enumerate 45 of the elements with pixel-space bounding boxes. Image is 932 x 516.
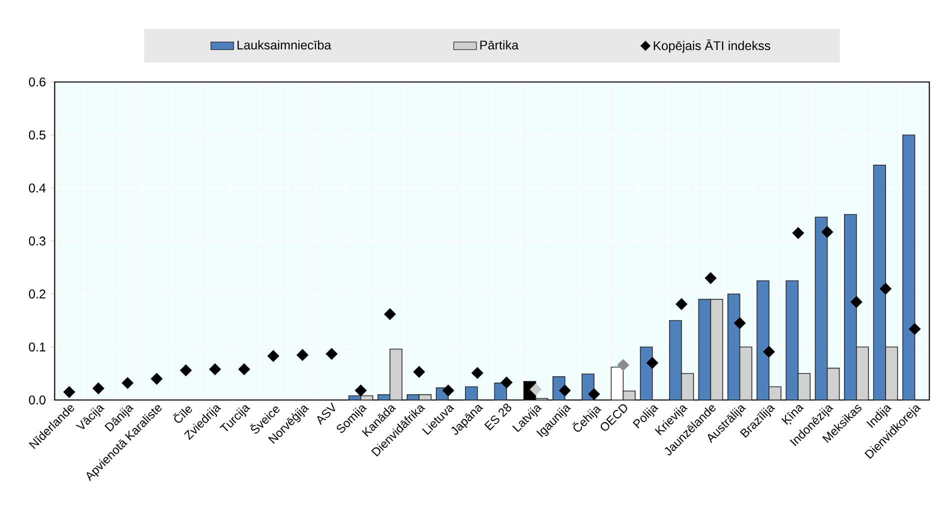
- point: [792, 227, 804, 239]
- point: [617, 359, 630, 371]
- y-tick-label: 0.6: [28, 78, 46, 86]
- point: [558, 384, 571, 396]
- legend-label: Lauksaimniecība: [238, 40, 332, 50]
- point: [354, 384, 367, 396]
- point: [150, 372, 163, 385]
- point: [326, 348, 338, 360]
- point: [763, 346, 775, 358]
- y-tick-label: 0.3: [28, 236, 46, 246]
- point: [180, 364, 192, 376]
- point: [500, 376, 512, 388]
- point: [676, 298, 688, 310]
- x-tick-label: ES 28: [484, 404, 512, 430]
- point: [530, 384, 542, 396]
- y-tick-label: 0.0: [28, 396, 46, 404]
- bar: [902, 134, 916, 400]
- point: [296, 349, 308, 361]
- legend-label: Pārtika: [480, 40, 519, 50]
- point: [442, 384, 454, 396]
- point: [267, 350, 280, 362]
- legend-label: Kopējais ĀTI indekss: [654, 40, 770, 53]
- point: [646, 357, 658, 369]
- point: [238, 363, 250, 376]
- point: [588, 388, 600, 400]
- point: [384, 308, 396, 320]
- point: [472, 367, 484, 379]
- bar: [640, 346, 653, 400]
- y-tick-label: 0.4: [28, 184, 46, 192]
- point: [92, 382, 104, 394]
- point: [209, 363, 221, 376]
- y-tick-label: 0.1: [28, 342, 46, 352]
- bar: [494, 382, 507, 400]
- point: [413, 366, 426, 378]
- point: [880, 282, 892, 295]
- y-tick-label: 0.5: [28, 130, 46, 140]
- point: [850, 296, 862, 308]
- y-tick-label: 0.2: [28, 290, 46, 298]
- point: [704, 272, 717, 284]
- point: [908, 323, 921, 335]
- bar: [465, 386, 478, 400]
- point: [63, 386, 76, 398]
- point: [122, 377, 134, 389]
- point: [821, 226, 834, 238]
- point: [734, 317, 746, 330]
